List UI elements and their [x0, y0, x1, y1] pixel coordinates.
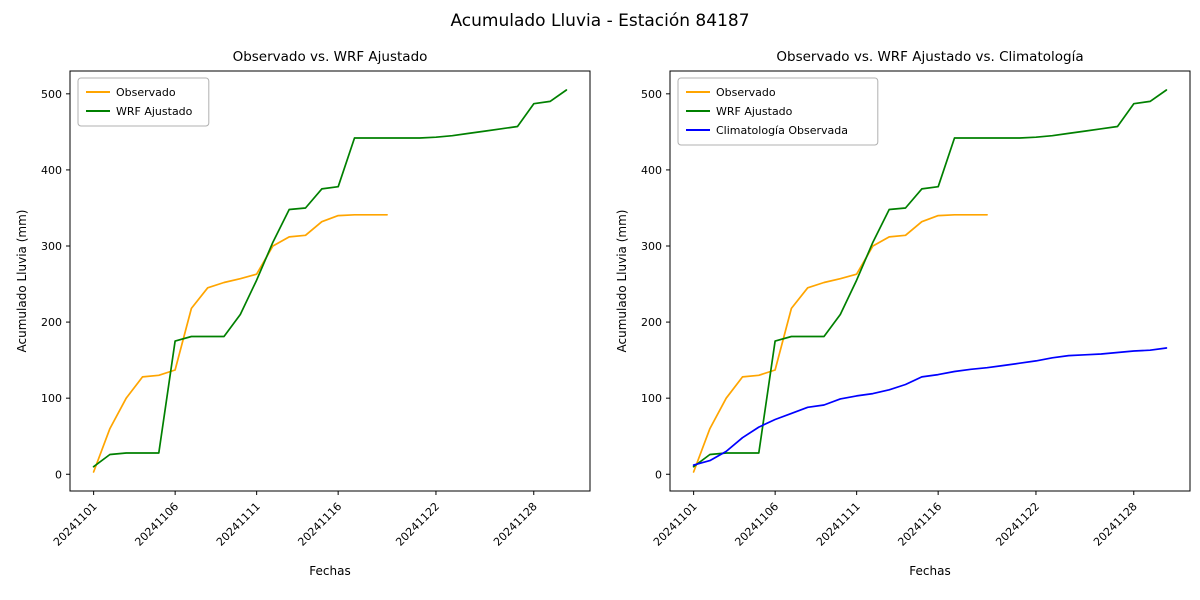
legend-label: WRF Ajustado [116, 105, 193, 118]
legend-label: Observado [116, 86, 176, 99]
x-tick-label: 20241111 [814, 500, 863, 549]
subplot-right-x-axis-label: Fechas [909, 564, 951, 578]
y-tick-label: 300 [41, 240, 62, 253]
series-line-climatolog-a-observada [692, 347, 1168, 466]
y-tick-label: 200 [41, 316, 62, 329]
y-tick-label: 400 [641, 164, 662, 177]
subplot-observado-wrf: Observado vs. WRF Ajustado Acumulado Llu… [0, 40, 600, 600]
legend-box [677, 77, 879, 146]
y-tick-label: 500 [41, 88, 62, 101]
legend-box [77, 77, 210, 127]
subplot-right-plot-canvas: 0 100 200 300 400 500 20241101 20241106 20241111… [641, 70, 1191, 549]
axes-frame [69, 70, 591, 492]
x-tick-label: 20241116 [895, 500, 944, 549]
y-tick-label: 0 [655, 468, 662, 481]
subplot-right-title: Observado vs. WRF Ajustado vs. Climatolo… [776, 49, 1084, 65]
y-tick-label: 100 [641, 392, 662, 405]
subplot-left-title: Observado vs. WRF Ajustado [232, 49, 428, 65]
y-tick-label: 300 [641, 240, 662, 253]
legend-label: Observado [716, 86, 776, 99]
y-tick-label: 500 [641, 88, 662, 101]
y-tick-label: 200 [641, 316, 662, 329]
x-tick-label: 20241101 [51, 500, 100, 549]
x-tick-label: 20241106 [132, 500, 181, 549]
figure-suptitle: Acumulado Lluvia - Estación 84187 [450, 11, 750, 31]
x-tick-label: 20241101 [651, 500, 700, 549]
series-line-observado [692, 213, 988, 473]
legend-label: WRF Ajustado [716, 105, 793, 118]
y-tick-label: 100 [41, 392, 62, 405]
x-tick-label: 20241122 [993, 500, 1042, 549]
x-tick-label: 20241128 [491, 500, 540, 549]
x-tick-label: 20241111 [214, 500, 263, 549]
series-line-wrf-ajustado [92, 89, 568, 468]
y-tick-label: 0 [55, 468, 62, 481]
x-tick-label: 20241128 [1091, 500, 1140, 549]
subplot-left-plot-canvas: 0 100 200 300 400 500 20241101 20241106 20241111… [41, 70, 591, 549]
x-tick-label: 20241106 [732, 500, 781, 549]
series-line-wrf-ajustado [692, 89, 1168, 468]
series-line-observado [92, 213, 388, 473]
y-tick-label: 400 [41, 164, 62, 177]
x-tick-label: 20241116 [295, 500, 344, 549]
axes-frame [669, 70, 1191, 492]
x-tick-label: 20241122 [393, 500, 442, 549]
subplot-left-x-axis-label: Fechas [309, 564, 351, 578]
subplot-observado-wrf-climatologia: Observado vs. WRF Ajustado vs. Climatolo… [600, 40, 1200, 600]
legend-label: Climatología Observada [716, 124, 848, 137]
